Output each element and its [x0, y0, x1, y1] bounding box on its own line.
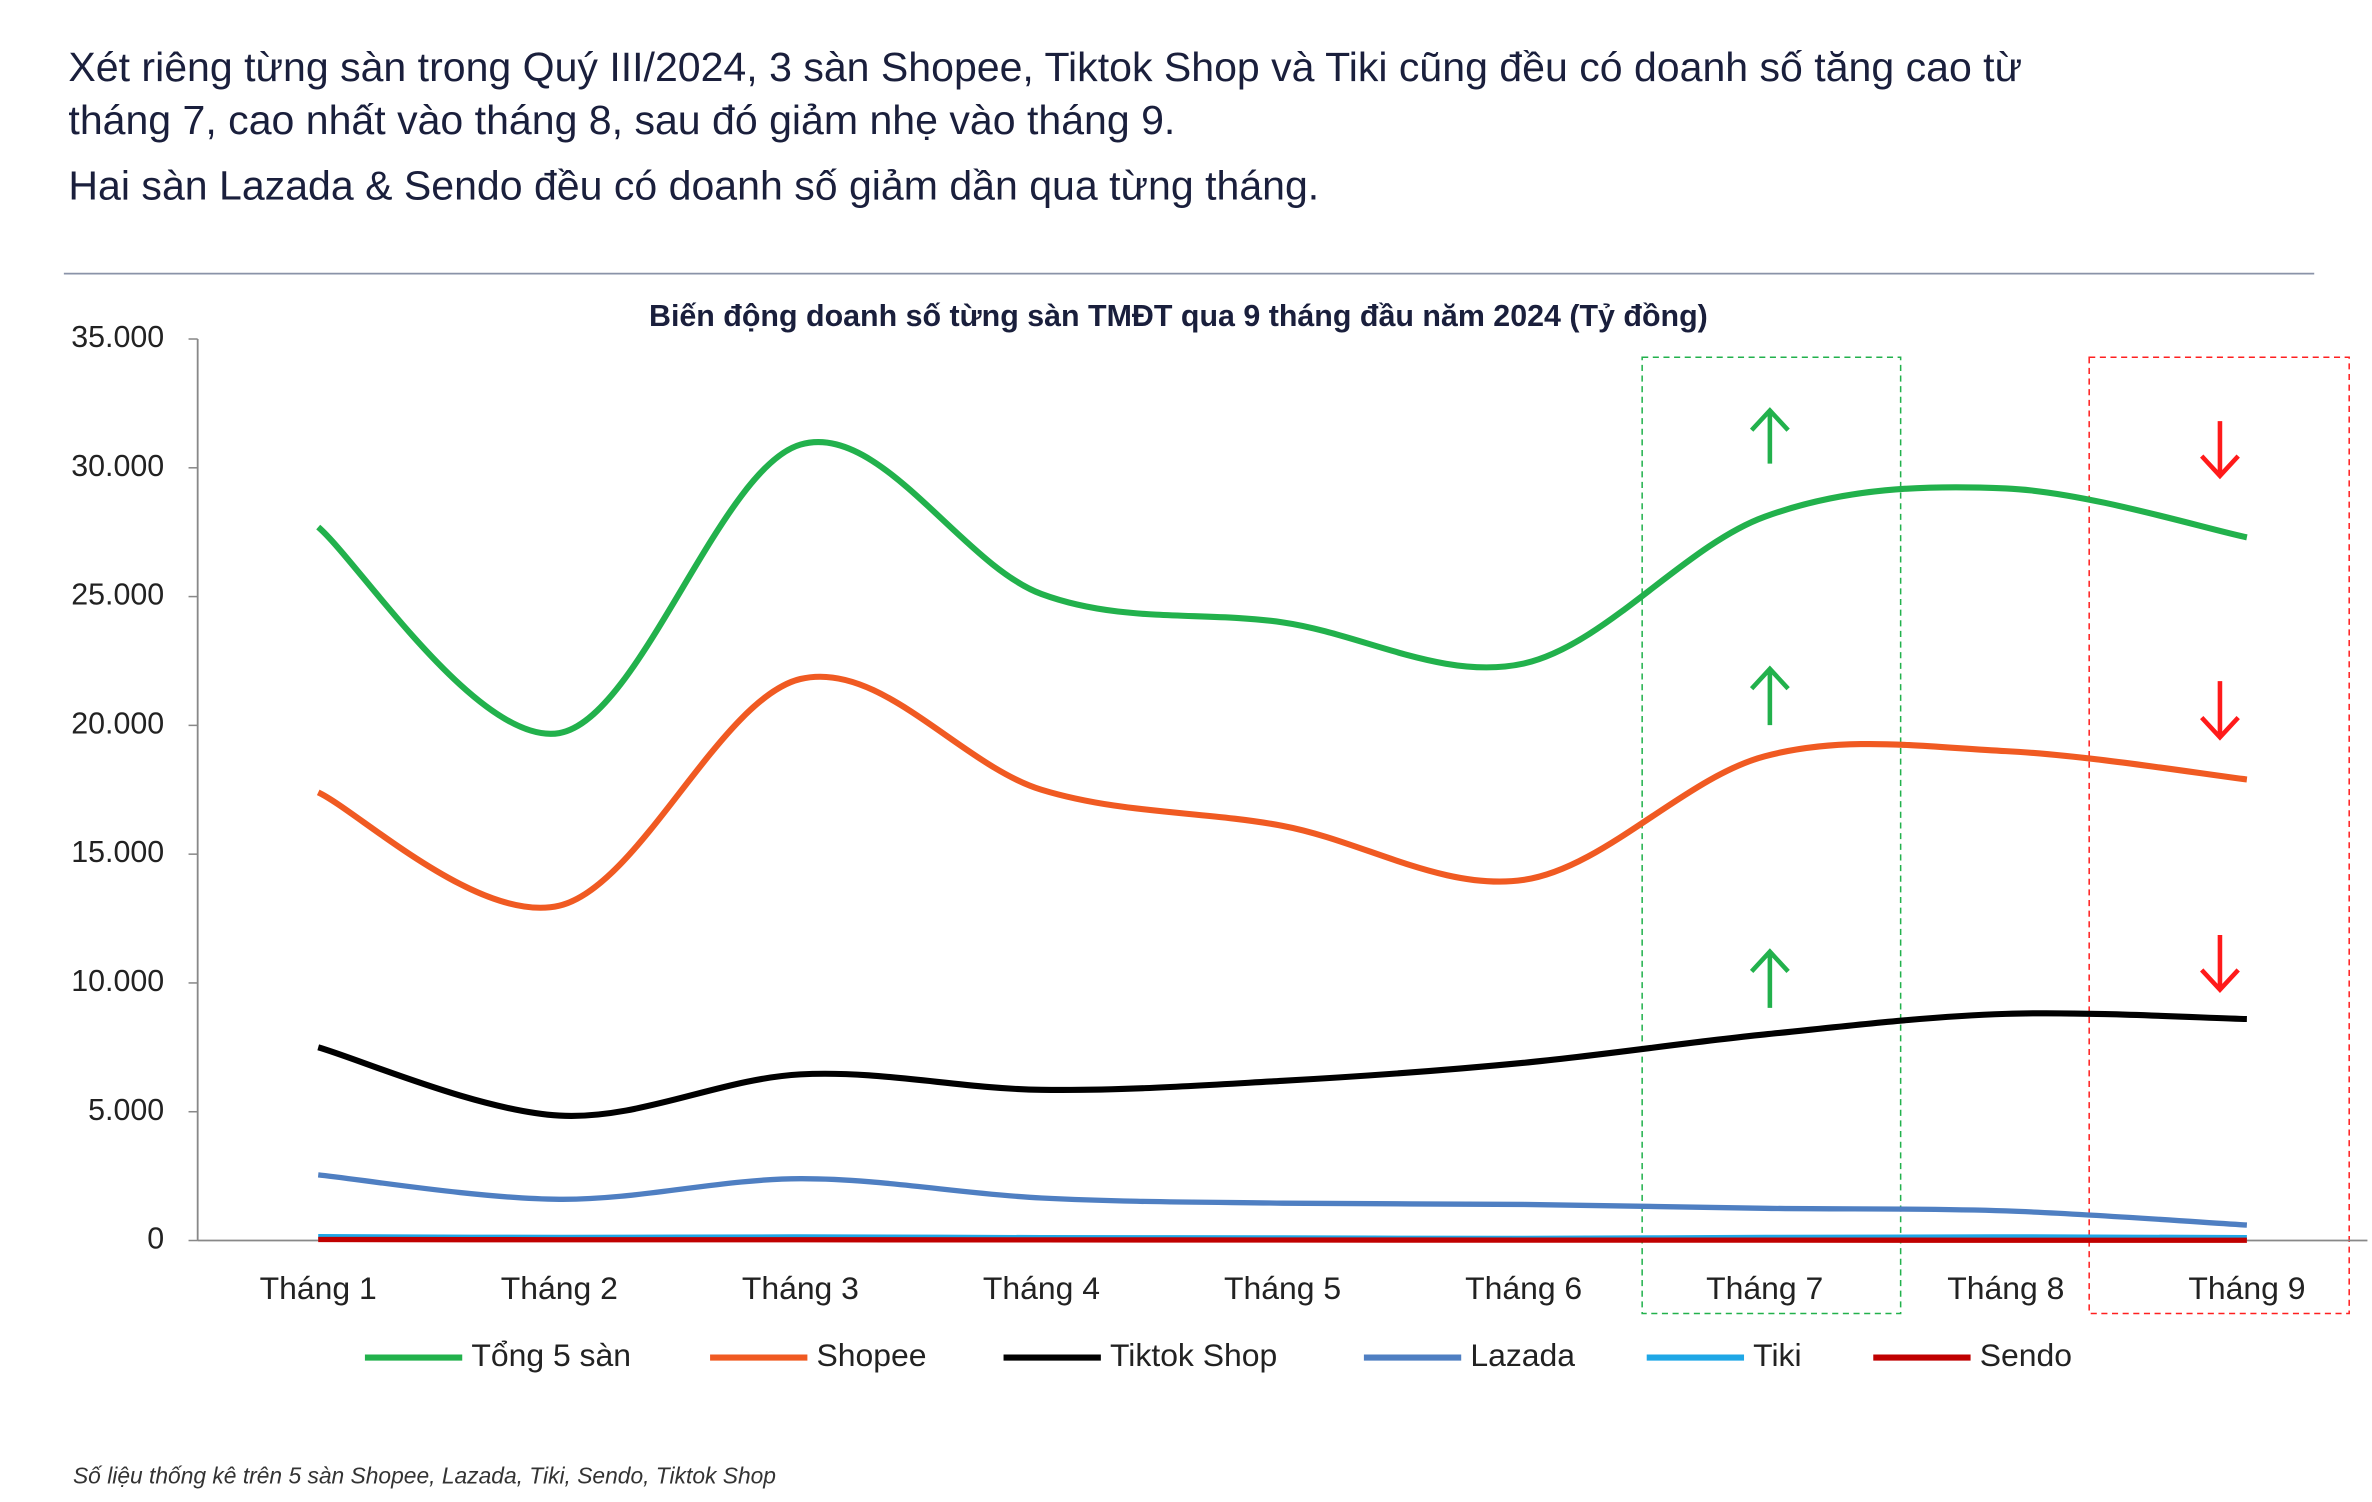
- x-tick-label: Tháng 7: [1706, 1270, 1823, 1306]
- x-tick-label: Tháng 8: [1947, 1270, 2064, 1306]
- legend-label: Lazada: [1470, 1337, 1575, 1373]
- series-line: [318, 1236, 2247, 1243]
- up-arrows: [1749, 407, 1790, 1008]
- y-tick-label: 5.000: [88, 1093, 164, 1127]
- x-tick-label: Tháng 1: [260, 1270, 377, 1306]
- y-tick-label: 15.000: [71, 835, 164, 869]
- x-tick-label: Tháng 3: [742, 1270, 859, 1306]
- header-line: Xét riêng từng sàn trong Quý III/2024, 3…: [68, 44, 2022, 90]
- highlight-box: [1641, 356, 1902, 1315]
- legend-label: Sendo: [1980, 1337, 2072, 1373]
- legend-label: Tiki: [1753, 1337, 1801, 1373]
- source-note: Số liệu thống kê trên 5 sàn Shopee, Laza…: [73, 1463, 776, 1489]
- header-line: tháng 7, cao nhất vào tháng 8, sau đó gi…: [68, 97, 1175, 143]
- highlight-box: [2088, 356, 2350, 1315]
- y-tick-label: 35.000: [71, 320, 164, 354]
- y-tick-label: 0: [147, 1222, 164, 1256]
- y-tick-label: 25.000: [71, 578, 164, 612]
- y-tick-label: 20.000: [71, 706, 164, 740]
- y-tick-label: 10.000: [71, 964, 164, 998]
- series-line: [316, 673, 2248, 911]
- series-line: [317, 1010, 2247, 1119]
- x-tick-label: Tháng 2: [501, 1270, 618, 1306]
- legend-label: Tổng 5 sàn: [471, 1337, 631, 1373]
- series-line: [316, 439, 2248, 737]
- legend-label: Shopee: [817, 1337, 927, 1373]
- x-tick-label: Tháng 5: [1224, 1270, 1341, 1306]
- x-tick-label: Tháng 4: [983, 1270, 1100, 1306]
- down-arrows: [2200, 421, 2240, 994]
- header-line: Hai sàn Lazada & Sendo đều có doanh số g…: [68, 162, 1319, 208]
- x-tick-label: Tháng 6: [1465, 1270, 1582, 1306]
- y-tick-label: 30.000: [71, 449, 164, 483]
- x-tick-label: Tháng 9: [2188, 1270, 2305, 1306]
- chart-title: Biến động doanh số từng sàn TMĐT qua 9 t…: [649, 299, 1708, 333]
- series-line: [317, 1172, 2248, 1228]
- legend-label: Tiktok Shop: [1110, 1337, 1277, 1373]
